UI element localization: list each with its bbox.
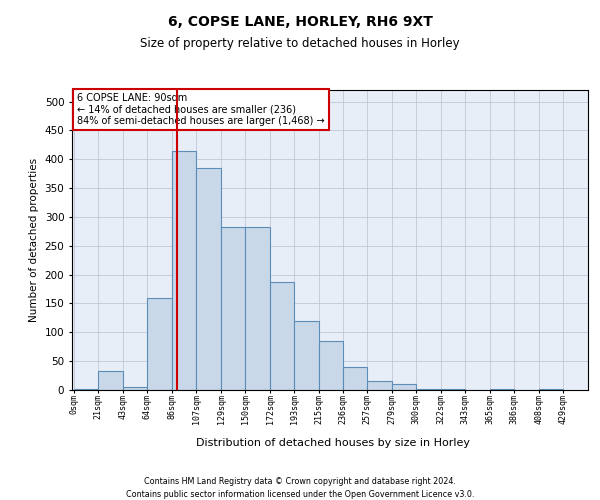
Bar bbox=[490, 389, 514, 390]
Text: Distribution of detached houses by size in Horley: Distribution of detached houses by size … bbox=[196, 438, 470, 448]
Bar bbox=[441, 389, 465, 390]
Text: Contains HM Land Registry data © Crown copyright and database right 2024.: Contains HM Land Registry data © Crown c… bbox=[144, 478, 456, 486]
Bar bbox=[245, 226, 270, 390]
Text: 6 COPSE LANE: 90sqm
← 14% of detached houses are smaller (236)
84% of semi-detac: 6 COPSE LANE: 90sqm ← 14% of detached ho… bbox=[77, 93, 325, 126]
Y-axis label: Number of detached properties: Number of detached properties bbox=[29, 158, 39, 322]
Bar bbox=[147, 298, 172, 390]
Bar bbox=[416, 389, 441, 390]
Bar bbox=[319, 341, 343, 390]
Bar bbox=[392, 384, 416, 390]
Text: Contains public sector information licensed under the Open Government Licence v3: Contains public sector information licen… bbox=[126, 490, 474, 499]
Bar bbox=[539, 389, 563, 390]
Bar bbox=[343, 367, 367, 390]
Bar bbox=[294, 321, 319, 390]
Bar bbox=[367, 381, 392, 390]
Bar bbox=[196, 168, 221, 390]
Bar bbox=[74, 389, 98, 390]
Text: 6, COPSE LANE, HORLEY, RH6 9XT: 6, COPSE LANE, HORLEY, RH6 9XT bbox=[167, 15, 433, 29]
Bar bbox=[172, 150, 196, 390]
Bar bbox=[98, 371, 123, 390]
Text: Size of property relative to detached houses in Horley: Size of property relative to detached ho… bbox=[140, 38, 460, 51]
Bar bbox=[221, 226, 245, 390]
Bar bbox=[270, 282, 294, 390]
Bar bbox=[123, 387, 147, 390]
